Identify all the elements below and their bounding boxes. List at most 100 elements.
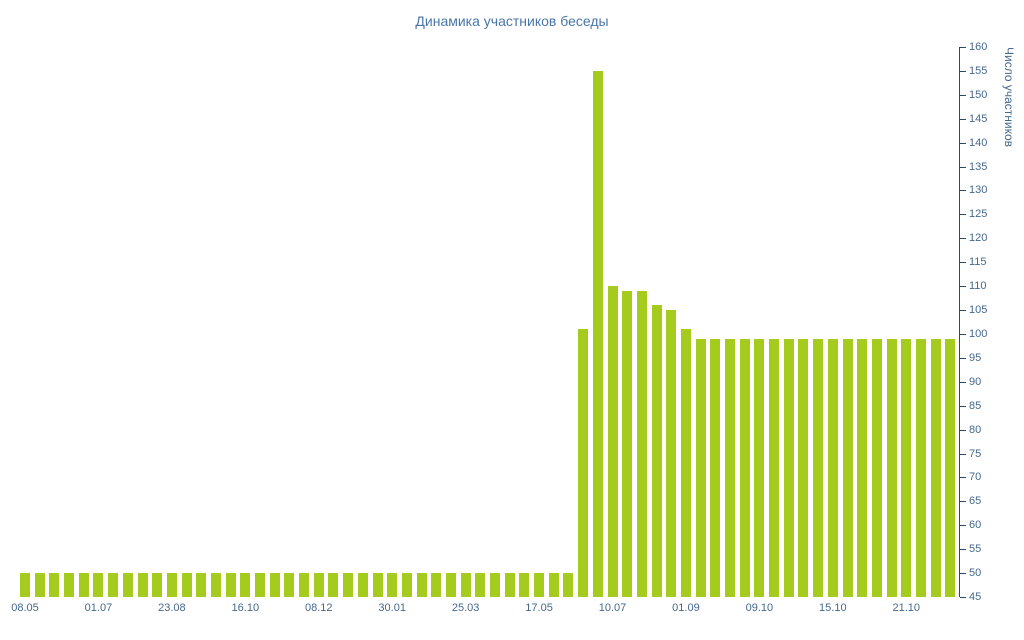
y-tick-label: 110 — [969, 280, 987, 293]
bar — [592, 70, 603, 597]
y-tick-label: 140 — [969, 136, 988, 149]
y-tick-mark — [960, 214, 966, 216]
bar — [857, 338, 868, 597]
bar — [64, 573, 75, 597]
x-tick-label: 15.10 — [819, 602, 847, 614]
bar — [460, 573, 471, 597]
bar — [886, 338, 897, 597]
y-tick-label: 160 — [969, 41, 988, 53]
bar — [842, 338, 853, 597]
y-tick-mark — [960, 166, 966, 168]
bar — [607, 286, 618, 597]
bar — [210, 573, 221, 597]
y-tick-mark — [960, 549, 966, 551]
bar — [196, 573, 207, 597]
y-tick-label: 45 — [969, 591, 982, 603]
y-tick-label: 105 — [969, 304, 988, 317]
x-tick-label: 21.10 — [892, 602, 921, 614]
y-tick-mark — [960, 525, 966, 527]
x-tick-label: 16.10 — [231, 602, 260, 614]
bar — [328, 573, 339, 597]
y-tick-label: 95 — [969, 351, 982, 364]
bar — [431, 573, 442, 597]
y-tick-mark — [960, 357, 966, 359]
bar — [225, 573, 236, 597]
x-tick-label: 01.09 — [672, 602, 700, 614]
bar — [915, 338, 926, 597]
y-tick-mark — [960, 573, 966, 575]
x-tick-label: 17.05 — [525, 602, 553, 614]
y-tick-mark — [960, 142, 966, 144]
bar — [563, 573, 574, 597]
bar — [739, 338, 750, 597]
bar — [666, 310, 677, 597]
y-tick-mark — [960, 381, 966, 383]
x-tick-label: 01.07 — [84, 602, 113, 614]
bar — [475, 573, 486, 597]
x-tick-label: 23.08 — [158, 602, 186, 614]
bar — [548, 573, 559, 597]
bar — [313, 573, 324, 597]
bar — [534, 573, 545, 597]
bar — [827, 338, 838, 597]
x-tick-label: 08.05 — [11, 602, 39, 614]
y-tick-label: 65 — [969, 495, 982, 508]
y-tick-label: 75 — [969, 447, 982, 460]
bar — [240, 573, 251, 597]
y-tick-label: 85 — [969, 399, 982, 412]
y-tick-label: 90 — [969, 375, 982, 388]
y-tick-mark — [960, 94, 966, 96]
bar — [284, 573, 295, 597]
bar — [387, 573, 398, 597]
bar — [20, 573, 30, 597]
bar — [34, 573, 45, 597]
bar — [255, 573, 265, 597]
bar — [695, 338, 706, 597]
bar — [401, 573, 412, 597]
y-tick-label: 150 — [969, 88, 988, 101]
bar — [783, 338, 794, 597]
y-tick-mark — [960, 262, 966, 264]
plot-area — [20, 47, 960, 597]
y-tick-mark — [960, 286, 966, 288]
bar — [945, 338, 956, 597]
y-tick-label: 135 — [969, 160, 988, 173]
bar — [651, 305, 662, 597]
x-tick-label: 09.10 — [745, 602, 774, 614]
y-tick-label: 120 — [969, 232, 988, 245]
bar — [901, 338, 912, 597]
y-tick-mark — [960, 477, 966, 479]
bar — [578, 329, 589, 597]
bar — [269, 573, 280, 597]
bar — [871, 338, 882, 597]
y-tick-label: 155 — [969, 64, 988, 77]
y-tick-mark — [960, 501, 966, 503]
x-tick-label: 10.07 — [598, 602, 627, 614]
x-tick-label: 25.03 — [451, 602, 480, 614]
y-tick-mark — [960, 597, 966, 598]
bar — [372, 573, 383, 597]
y-tick-mark — [960, 70, 966, 72]
y-tick-label: 50 — [969, 567, 982, 580]
bar — [166, 573, 177, 597]
y-axis-title: Число участников — [1002, 47, 1016, 148]
bar — [108, 573, 119, 597]
bar — [490, 573, 500, 597]
bar — [78, 573, 89, 597]
y-tick-label: 80 — [969, 423, 982, 436]
bar — [93, 573, 104, 597]
y-tick-mark — [960, 238, 966, 240]
bar — [636, 290, 647, 597]
y-tick-mark — [960, 310, 966, 312]
y-tick-label: 55 — [969, 543, 982, 556]
bar — [49, 573, 60, 597]
bar — [813, 338, 824, 597]
y-tick-mark — [960, 118, 966, 120]
bar — [725, 338, 735, 597]
bar — [519, 573, 530, 597]
bar — [181, 573, 192, 597]
bar — [299, 573, 310, 597]
bar — [343, 573, 354, 597]
y-tick-label: 130 — [969, 184, 988, 197]
